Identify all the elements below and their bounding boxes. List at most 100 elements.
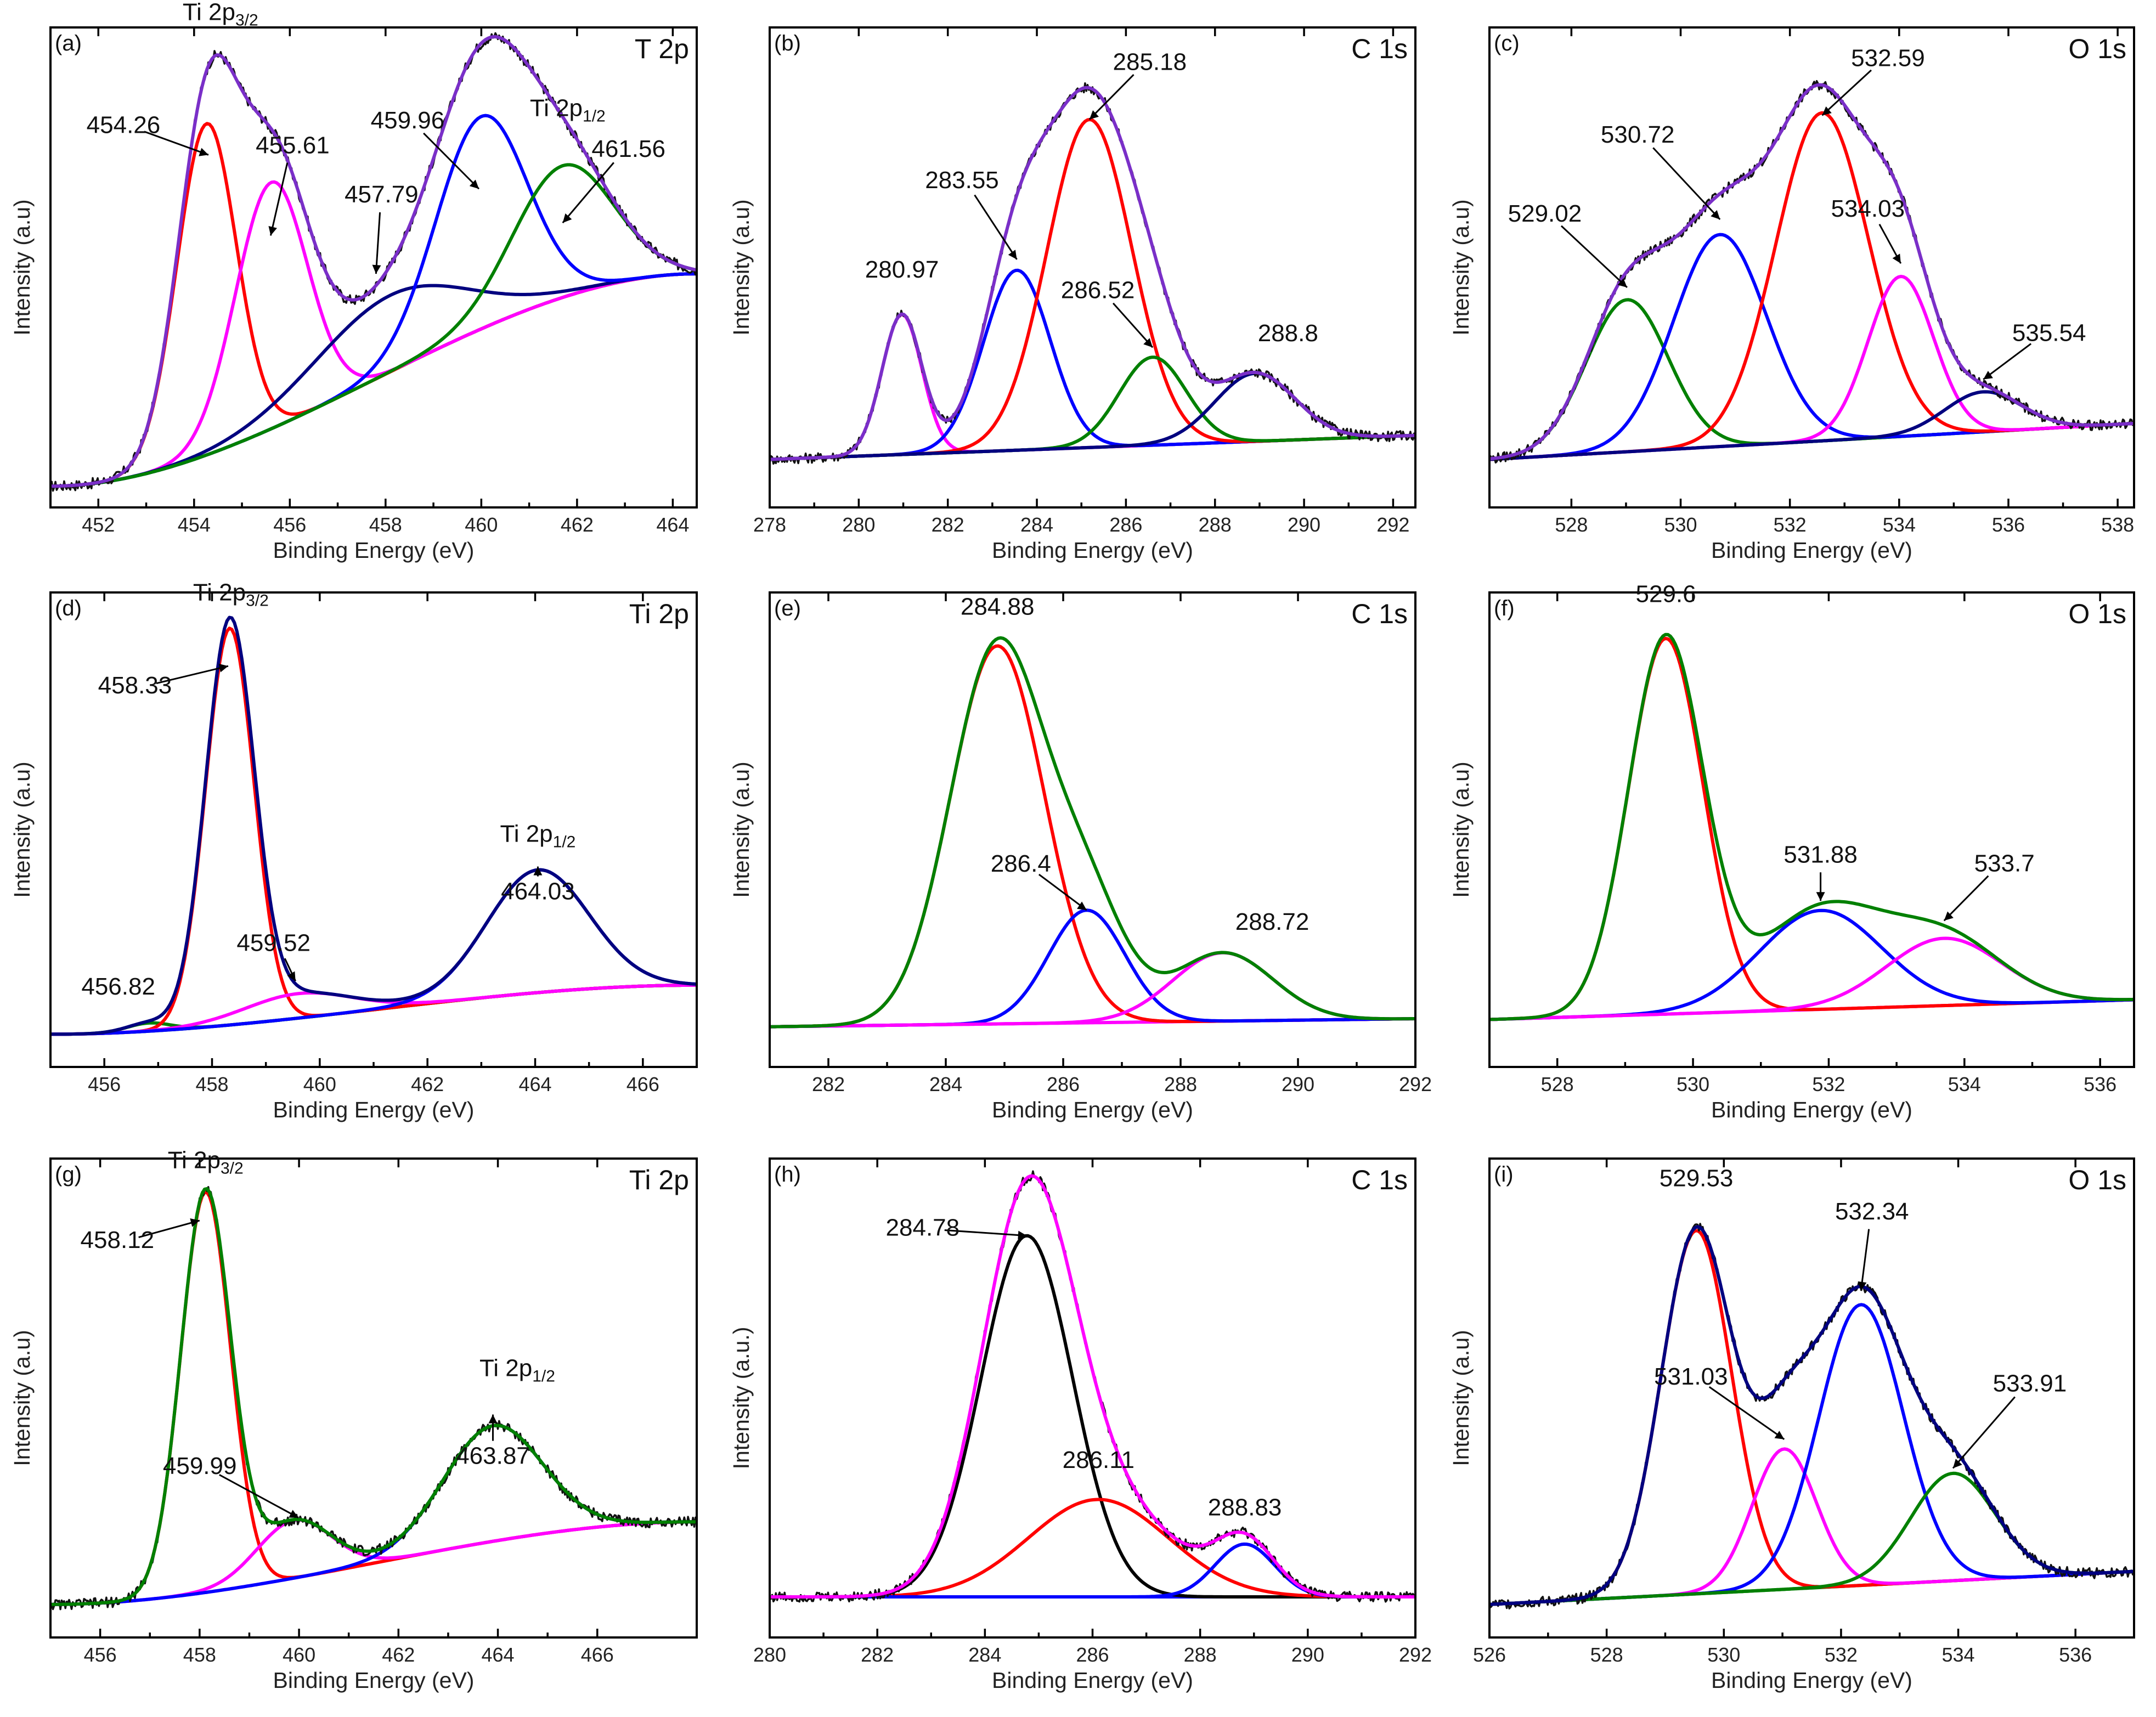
x-tick-label: 286 bbox=[1109, 513, 1142, 536]
panel-label: (i) bbox=[1494, 1162, 1514, 1187]
peak-label-461.56: 461.56 bbox=[591, 135, 665, 162]
peak-label-530.72: 530.72 bbox=[1601, 121, 1675, 148]
annotation-arrowhead bbox=[199, 148, 208, 156]
panel-label: (e) bbox=[774, 596, 801, 620]
panel-title: C 1s bbox=[1351, 33, 1408, 64]
peak-label-Ti2p12: Ti 2p1/2 bbox=[530, 94, 606, 125]
component-peak-286.11 bbox=[770, 1498, 1415, 1599]
peak-label-Ti2p12: Ti 2p1/2 bbox=[479, 1355, 555, 1386]
plot-area bbox=[770, 636, 1415, 1029]
peak-label-458.12: 458.12 bbox=[81, 1227, 155, 1253]
x-tick-label: 290 bbox=[1291, 1643, 1324, 1666]
envelope-fit bbox=[1489, 1225, 2134, 1606]
x-tick-label: 536 bbox=[1992, 513, 2025, 536]
annotation-arrow bbox=[1088, 74, 1135, 120]
annotation-arrow bbox=[144, 131, 209, 156]
panel-title: O 1s bbox=[2068, 1165, 2126, 1195]
x-tick-label: 532 bbox=[1774, 513, 1807, 536]
y-axis-label: Intensity (a.u) bbox=[1448, 199, 1474, 335]
annotation-arrowhead bbox=[488, 1414, 498, 1424]
peak-label-Ti2p32: Ti 2p3/2 bbox=[183, 0, 258, 29]
peak-label-288.72: 288.72 bbox=[1235, 908, 1310, 935]
x-tick-label: 530 bbox=[1677, 1073, 1709, 1095]
annotation-arrow bbox=[375, 212, 381, 274]
panel-title: Ti 2p bbox=[629, 1165, 689, 1195]
peak-label-534.03: 534.03 bbox=[1831, 195, 1905, 222]
annotation-arrow bbox=[219, 1474, 299, 1519]
experimental-trace bbox=[1489, 80, 2134, 464]
component-peak-461.56 bbox=[50, 163, 697, 488]
annotation-arrow bbox=[1952, 1396, 2016, 1469]
peak-label-459.96: 459.96 bbox=[371, 107, 445, 134]
component-peak-464.03 bbox=[50, 868, 697, 1036]
peak-label-Ti2p32: Ti 2p3/2 bbox=[168, 1147, 244, 1178]
plot-frame bbox=[1488, 591, 2135, 1068]
panel-label: (a) bbox=[55, 31, 82, 55]
x-tick-label: 536 bbox=[2059, 1643, 2092, 1666]
annotation-arrow bbox=[974, 194, 1018, 260]
y-axis-label: Intensity (a.u.) bbox=[729, 1327, 754, 1470]
x-tick-label: 286 bbox=[1076, 1643, 1109, 1666]
x-tick-label: 458 bbox=[183, 1643, 216, 1666]
plot-frame bbox=[1488, 26, 2135, 509]
x-axis-label: Binding Energy (eV) bbox=[992, 1097, 1193, 1122]
plot-area bbox=[50, 615, 697, 1036]
plot-area bbox=[770, 1170, 1415, 1603]
peak-label-464.03: 464.03 bbox=[501, 878, 575, 905]
x-tick-label: 288 bbox=[1164, 1073, 1197, 1095]
peak-label-459.52: 459.52 bbox=[236, 929, 311, 956]
annotation-arrow bbox=[1983, 343, 2032, 380]
x-axis-label: Binding Energy (eV) bbox=[992, 1668, 1193, 1693]
component-peak-288.72 bbox=[770, 951, 1415, 1029]
envelope-fit bbox=[50, 35, 697, 488]
component-peak-532.59 bbox=[1489, 111, 2134, 461]
x-tick-label: 460 bbox=[283, 1643, 315, 1666]
peak-label-529.53: 529.53 bbox=[1660, 1165, 1734, 1191]
annotation-arrow bbox=[1112, 302, 1154, 348]
x-tick-label: 280 bbox=[842, 513, 875, 536]
envelope-fit bbox=[1489, 83, 2134, 461]
annotation-arrowhead bbox=[1952, 1459, 1962, 1469]
x-tick-label: 534 bbox=[1942, 1643, 1975, 1666]
x-tick-label: 282 bbox=[812, 1073, 845, 1095]
component-peak-286.52 bbox=[770, 355, 1415, 461]
annotation-arrowhead bbox=[1077, 901, 1087, 911]
plot-frame bbox=[769, 26, 1416, 509]
plot-frame bbox=[769, 1157, 1416, 1639]
x-tick-label: 292 bbox=[1376, 513, 1409, 536]
x-tick-label: 456 bbox=[84, 1643, 117, 1666]
panel-label: (h) bbox=[774, 1162, 801, 1187]
x-tick-label: 464 bbox=[656, 513, 689, 536]
annotation-arrowhead bbox=[1858, 1281, 1867, 1291]
x-tick-label: 278 bbox=[753, 513, 786, 536]
annotation-arrowhead bbox=[1816, 892, 1825, 901]
peak-label-533.7: 533.7 bbox=[1974, 850, 2035, 877]
annotation-arrow bbox=[138, 1219, 200, 1238]
annotation-arrow bbox=[1943, 875, 1989, 922]
peak-label-531.88: 531.88 bbox=[1784, 841, 1858, 868]
x-tick-label: 530 bbox=[1707, 1643, 1740, 1666]
annotation-arrowhead bbox=[289, 1510, 299, 1518]
y-axis-label: Intensity (a.u) bbox=[1448, 761, 1474, 897]
panel-c: 528 530 532 534 536 538 Binding Energy (eV) Int… bbox=[1448, 26, 2135, 563]
annotation-arrowhead bbox=[1822, 106, 1832, 116]
panel-title: C 1s bbox=[1351, 598, 1408, 629]
y-axis-label: Intensity (a.u) bbox=[1448, 1330, 1474, 1466]
annotation-arrowhead bbox=[562, 213, 572, 223]
annotation-arrowhead bbox=[218, 663, 228, 673]
x-tick-label: 534 bbox=[1948, 1073, 1981, 1095]
panel-label: (d) bbox=[55, 596, 82, 620]
panel-d: 456 458 460 462 464 466 Binding Energy (eV) Int… bbox=[9, 579, 698, 1122]
annotation-arrowhead bbox=[469, 179, 479, 189]
panel-i: 526 528 530 532 534 536 Binding Energy (eV) Int… bbox=[1448, 1157, 2135, 1693]
x-axis-label: Binding Energy (eV) bbox=[1711, 1668, 1912, 1693]
panel-h: 280 282 284 286 288 290 292 Binding Energy (eV)… bbox=[729, 1157, 1432, 1693]
peak-label-455.61: 455.61 bbox=[256, 132, 330, 159]
x-axis-label: Binding Energy (eV) bbox=[1711, 538, 1912, 563]
peak-label-286.4: 286.4 bbox=[991, 850, 1051, 877]
envelope-fit bbox=[50, 1187, 697, 1606]
component-peak-455.61 bbox=[50, 180, 697, 488]
x-tick-label: 284 bbox=[968, 1643, 1001, 1666]
plot-frame bbox=[769, 591, 1416, 1068]
envelope-fit bbox=[1489, 632, 2134, 1021]
